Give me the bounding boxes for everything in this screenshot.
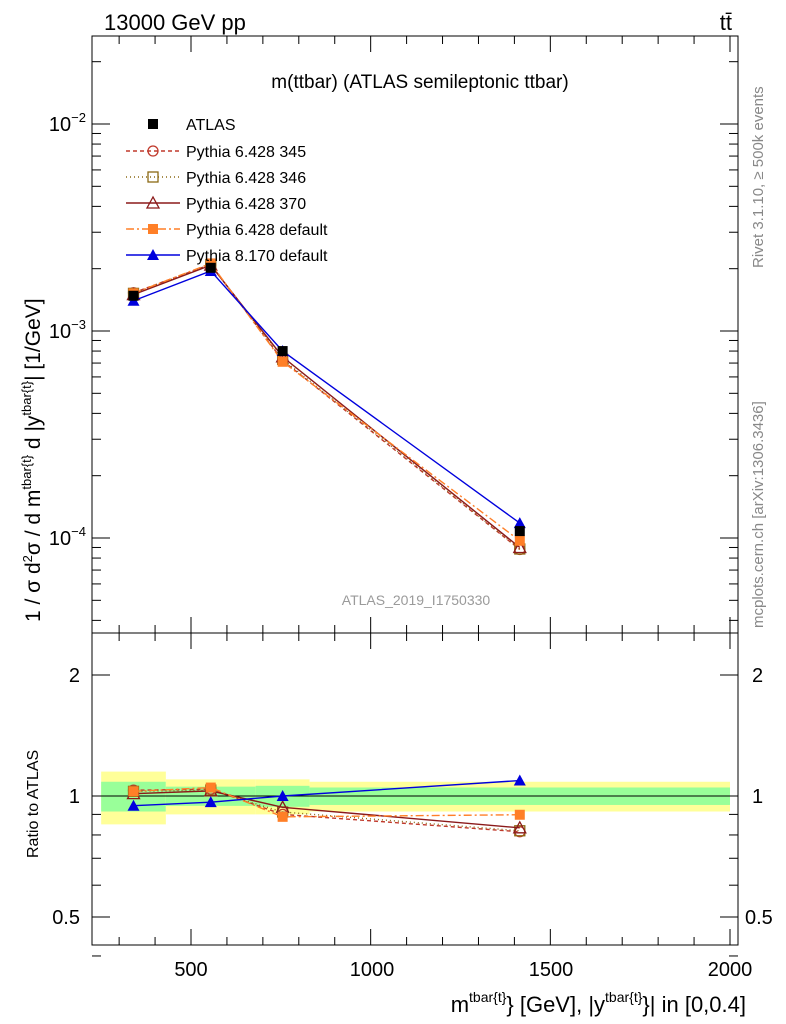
x-axis-ticks bbox=[118, 36, 731, 945]
series-1-main-line bbox=[133, 263, 521, 551]
series-4-main-line bbox=[133, 262, 521, 542]
ratio-y-tick-label-05-right: 0.5 bbox=[745, 907, 773, 929]
main-y-axis-ticks bbox=[92, 61, 738, 621]
process-label: tt̄ bbox=[720, 10, 732, 35]
mcplots-reference-label: mcplots.cern.ch [arXiv:1306.3436] bbox=[750, 401, 767, 628]
atlas-data-point bbox=[128, 290, 139, 301]
series-4-ratio-line bbox=[133, 786, 520, 818]
legend-label-pythia6-346: Pythia 6.428 346 bbox=[186, 170, 306, 187]
legend-marker-sample bbox=[145, 195, 161, 209]
ratio-series-group bbox=[126, 774, 527, 838]
atlas-data-point bbox=[277, 346, 288, 357]
main-y-tick-label-1e-2: 10−2 bbox=[49, 110, 86, 136]
legend: ATLAS Pythia 6.428 345 Pythia 6.428 346 … bbox=[126, 117, 328, 265]
series-4-ratio-point bbox=[514, 809, 525, 820]
series-5-ratio-point bbox=[204, 796, 217, 808]
main-y-tick-label-1e-3: 10−3 bbox=[49, 317, 86, 343]
series-5-ratio-point bbox=[276, 790, 289, 801]
analysis-id: ATLAS_2019_I1750330 bbox=[342, 592, 491, 608]
legend-label-atlas: ATLAS bbox=[186, 117, 236, 134]
series-5-ratio-line bbox=[133, 779, 520, 807]
main-series-group bbox=[126, 257, 527, 556]
legend-label-pythia6-default: Pythia 6.428 default bbox=[186, 222, 328, 239]
series-2-main-line bbox=[133, 263, 521, 550]
series-3-main-point bbox=[512, 540, 527, 554]
plot-title: m(ttbar) (ATLAS semileptonic ttbar) bbox=[271, 72, 568, 93]
series-4-ratio-point bbox=[205, 782, 216, 793]
ratio-y-tick-label-05-left: 0.5 bbox=[52, 907, 80, 929]
series-5-ratio-point bbox=[513, 774, 526, 786]
series-5-ratio-point bbox=[127, 799, 140, 811]
ratio-uncertainty-bands bbox=[101, 771, 730, 825]
ratio-y-axis-ticks bbox=[92, 674, 738, 957]
series-4-main-point bbox=[514, 535, 525, 546]
x-axis-label: mtbar{t}} [GeV], |ytbar{t}}| in [0,0.4] bbox=[451, 989, 746, 1017]
ratio-y-tick-label-1-left: 1 bbox=[69, 786, 80, 808]
series-4-ratio-point bbox=[128, 786, 139, 797]
legend-marker-sample bbox=[147, 171, 159, 183]
legend-marker-sample bbox=[147, 145, 159, 157]
x-tick-label-2000: 2000 bbox=[708, 959, 753, 981]
legend-label-pythia6-345: Pythia 6.428 345 bbox=[186, 144, 306, 161]
legend-marker-sample bbox=[148, 224, 158, 234]
main-y-tick-label-1e-4: 10−4 bbox=[49, 524, 86, 550]
legend-marker-sample bbox=[147, 249, 159, 260]
ratio-y-tick-label-1-right: 1 bbox=[752, 786, 763, 808]
ratio-plot-frame bbox=[91, 632, 739, 946]
series-4-main-point bbox=[277, 356, 288, 367]
atlas-data-point bbox=[514, 526, 525, 537]
atlas-data-point bbox=[205, 262, 216, 273]
ratio-y-axis-label: Ratio to ATLAS bbox=[25, 750, 42, 858]
series-5-main-point bbox=[513, 517, 526, 529]
x-tick-label-1000: 1000 bbox=[350, 959, 395, 981]
series-5-main-line bbox=[133, 270, 521, 524]
legend-label-pythia8-default: Pythia 8.170 default bbox=[186, 248, 328, 265]
main-y-axis-label: 1 / σ d2σ / d mtbar{t} d |ytbar{t}| [1/G… bbox=[19, 298, 45, 622]
series-4-ratio-point bbox=[277, 811, 288, 822]
rivet-version-label: Rivet 3.1.10, ≥ 500k events bbox=[750, 86, 767, 268]
x-tick-label-500: 500 bbox=[174, 959, 207, 981]
series-3-ratio-point bbox=[512, 820, 527, 834]
x-tick-label-1500: 1500 bbox=[529, 959, 574, 981]
series-3-main-line bbox=[133, 264, 521, 549]
ratio-y-tick-label-2-left: 2 bbox=[69, 665, 80, 687]
legend-marker-sample bbox=[148, 119, 158, 129]
energy-label: 13000 GeV pp bbox=[104, 10, 246, 35]
legend-label-pythia6-370: Pythia 6.428 370 bbox=[186, 196, 306, 213]
ratio-y-tick-label-2-right: 2 bbox=[752, 665, 763, 687]
